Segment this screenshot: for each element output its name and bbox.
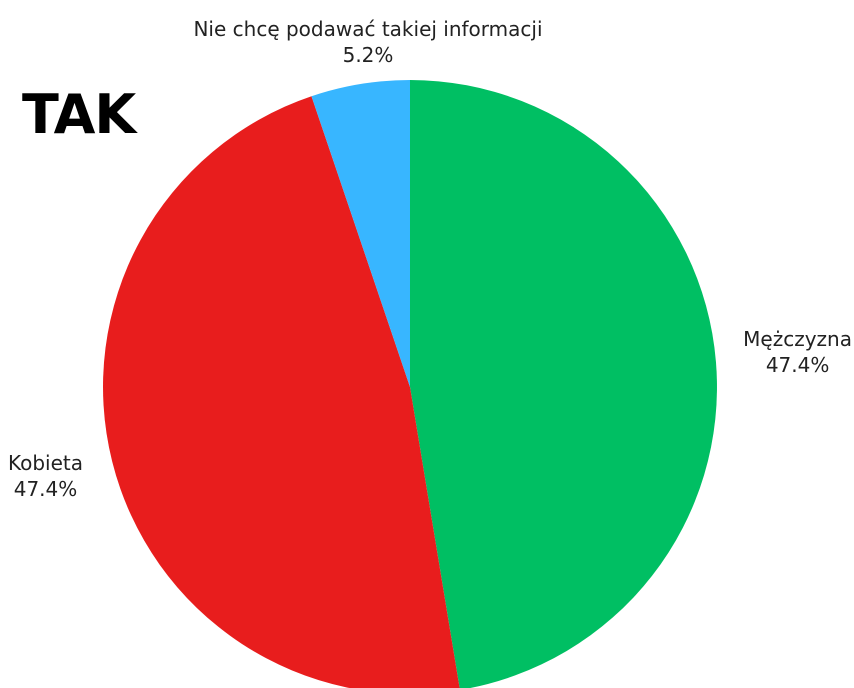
pie-slices <box>103 80 717 688</box>
slice-label-text: Nie chcę podawać takiej informacji <box>193 17 543 41</box>
pie-slice-1 <box>103 96 460 688</box>
pie-slice-0 <box>410 80 717 688</box>
chart-title: TAK <box>22 83 136 146</box>
pie-slice-2 <box>311 80 410 387</box>
slice-value-text: 47.4% <box>765 353 830 377</box>
slice-value-text: 47.4% <box>13 477 78 501</box>
slice-label-kobieta: Kobieta 47.4% <box>8 450 83 502</box>
slice-label-mezczyzna: Mężczyzna 47.4% <box>743 326 852 378</box>
slice-value-text: 5.2% <box>342 43 394 67</box>
slice-label-text: Mężczyzna <box>743 327 852 351</box>
slice-label-no-answer: Nie chcę podawać takiej informacji 5.2% <box>153 16 583 68</box>
slice-label-text: Kobieta <box>8 451 84 475</box>
